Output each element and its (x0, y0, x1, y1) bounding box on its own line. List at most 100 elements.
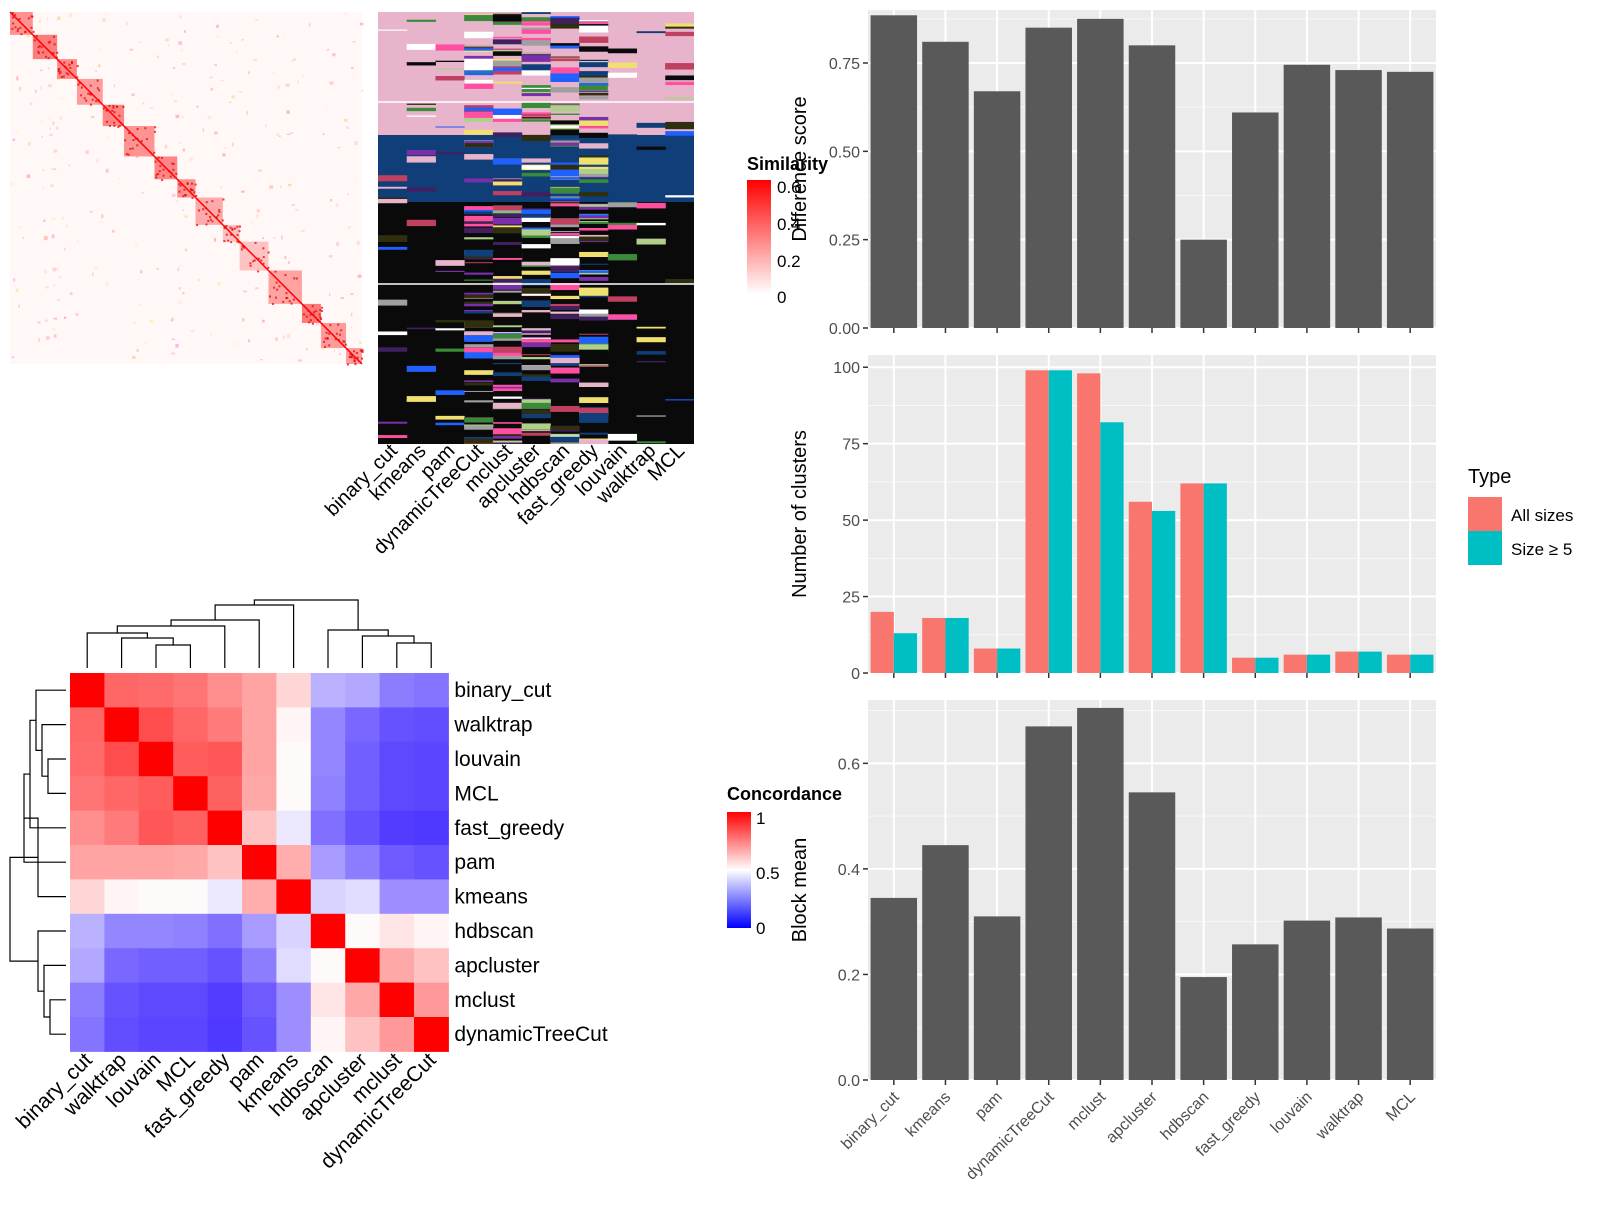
heatmap-cell (287, 183, 292, 187)
heatmap-cell (136, 349, 139, 353)
dendrogram-branch (9, 856, 38, 962)
concordance-cell (276, 810, 312, 846)
heatmap-cell (234, 242, 236, 246)
assignment-stripe (492, 411, 523, 416)
heatmap-cell (99, 46, 101, 51)
assignment-stripe (492, 118, 523, 122)
concordance-cell (276, 741, 312, 777)
heatmap-cell (66, 224, 68, 228)
heatmap-cell (132, 139, 135, 142)
type-legend-label-all-sizes: All sizes (1511, 506, 1573, 525)
assignment-band (406, 12, 436, 135)
bar (1025, 370, 1049, 673)
assignment-stripe (550, 55, 580, 57)
assignment-stripe (464, 417, 494, 423)
concordance-cell (70, 673, 105, 708)
assignment-stripe (550, 164, 580, 171)
assignment-stripe (550, 272, 580, 279)
assignment-stripe (579, 120, 609, 126)
heatmap-cell (257, 270, 260, 273)
assignment-stripe (550, 126, 580, 128)
heatmap-cell (140, 140, 143, 143)
heatmap-cell (144, 127, 147, 130)
heatmap-cell (63, 316, 67, 319)
assignment-stripe (550, 260, 580, 266)
bar (1077, 373, 1101, 673)
similarity-legend-title: Similarity (747, 154, 828, 174)
heatmap-cell (11, 27, 14, 30)
concordance-cell (345, 1017, 381, 1052)
heatmap-cell (45, 55, 48, 58)
assignment-stripe (492, 386, 523, 389)
heatmap-cell (78, 81, 81, 84)
similarity-legend-tick: 0.6 (777, 178, 801, 197)
assignment-stripe (579, 270, 609, 273)
assignment-stripe (579, 407, 609, 413)
heatmap-cell (76, 65, 79, 68)
heatmap-cell (205, 223, 208, 226)
concordance-cell (379, 845, 415, 880)
y-axis-title: Block mean (789, 838, 811, 943)
assignment-stripe (636, 415, 666, 417)
similarity-legend-tick: 0.4 (777, 215, 801, 234)
heatmap-cell (177, 267, 180, 272)
heatmap-cell (183, 30, 186, 33)
heatmap-cell (138, 41, 141, 43)
heatmap-cell (91, 272, 94, 277)
assignment-stripe (464, 83, 494, 89)
x-tick-label: MCL (1383, 1089, 1419, 1125)
heatmap-cell (322, 133, 325, 135)
heatmap-cell (330, 198, 333, 202)
heatmap-cell (106, 120, 109, 123)
assignment-stripe (464, 15, 494, 22)
heatmap-cell (46, 17, 49, 21)
assignment-stripe (550, 105, 580, 112)
heatmap-cell (105, 109, 108, 112)
heatmap-cell (225, 233, 228, 236)
heatmap-cell (319, 309, 322, 312)
concordance-cell (310, 982, 346, 1018)
assignment-stripe (521, 119, 551, 122)
heatmap-cell (182, 292, 185, 295)
concordance-cell (345, 913, 381, 949)
assignment-stripe (607, 433, 638, 441)
concordance-cell (276, 673, 312, 708)
heatmap-cell (141, 191, 144, 194)
assignment-band (636, 202, 666, 444)
heatmap-cell (251, 221, 253, 225)
bar (1025, 27, 1072, 329)
heatmap-cell (190, 182, 193, 185)
assignment-stripe (406, 396, 436, 402)
heatmap-cell (283, 335, 285, 340)
heatmap-cell (16, 76, 19, 81)
heatmap-cell (223, 240, 226, 243)
heatmap-cell (350, 326, 353, 329)
heatmap-cell (189, 157, 193, 161)
heatmap-cell (96, 159, 99, 163)
assignment-stripe (521, 102, 551, 109)
assignment-stripe (464, 279, 494, 281)
bar (870, 15, 918, 329)
concordance-row-label: kmeans (454, 886, 528, 909)
assignment-stripe (464, 79, 494, 87)
heatmap-cell (161, 156, 164, 159)
assignment-stripe (607, 202, 638, 208)
concordance-legend-tick: 0.5 (756, 864, 780, 883)
assignment-stripe (636, 146, 666, 150)
concordance-cell (173, 1017, 209, 1052)
assignment-stripe (579, 397, 609, 404)
heatmap-cell (129, 147, 132, 150)
heatmap-cell (209, 216, 212, 219)
concordance-cell (70, 845, 105, 880)
concordance-cell (173, 879, 209, 915)
concordance-cell (70, 913, 105, 949)
concordance-cell (138, 673, 174, 708)
concordance-cell (414, 913, 449, 949)
heatmap-cell (324, 345, 327, 348)
assignment-band (579, 202, 609, 444)
concordance-cell (104, 913, 140, 949)
assignment-stripe (492, 213, 523, 218)
bar (1128, 45, 1176, 328)
assignment-stripe (579, 236, 609, 242)
concordance-cell (310, 776, 346, 812)
